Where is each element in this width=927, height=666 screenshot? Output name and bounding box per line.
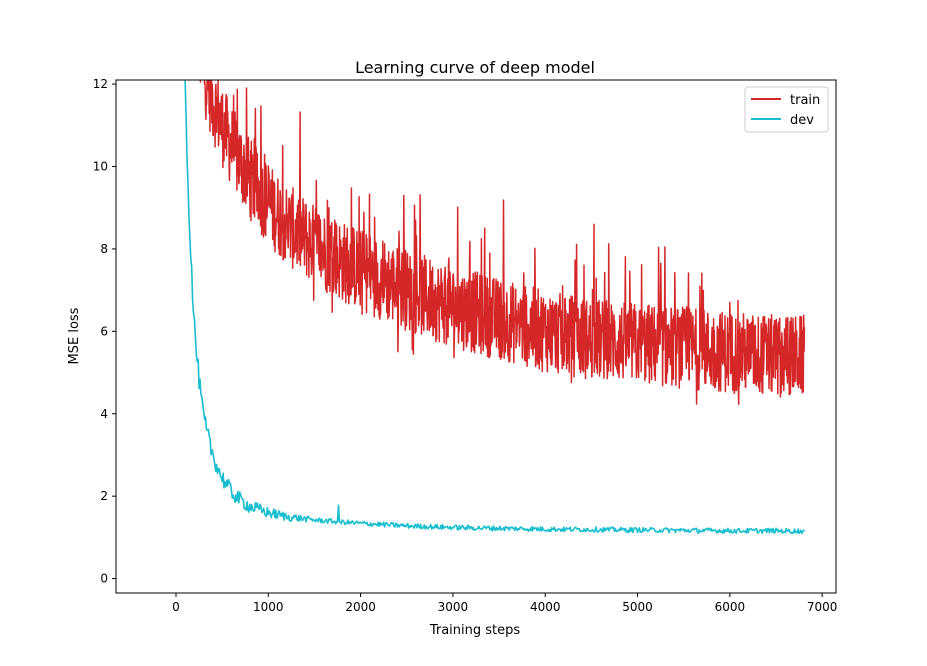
x-axis-ticks: 0 1000 2000 3000 4000 5000 6000 7000 xyxy=(172,593,837,614)
x-tick-label: 3000 xyxy=(438,600,469,614)
legend-label-train: train xyxy=(790,93,820,108)
x-tick-label: 2000 xyxy=(345,600,376,614)
x-tick-label: 5000 xyxy=(622,600,653,614)
x-tick-label: 6000 xyxy=(715,600,746,614)
y-tick-label: 2 xyxy=(100,489,108,503)
legend-label-dev: dev xyxy=(790,113,814,128)
plot-frame xyxy=(115,79,837,594)
x-tick-label: 4000 xyxy=(530,600,561,614)
y-tick-label: 8 xyxy=(100,242,108,256)
x-tick-label: 0 xyxy=(172,600,180,614)
y-tick-label: 4 xyxy=(100,407,108,421)
series-layer xyxy=(184,80,806,535)
y-axis-label: MSE loss xyxy=(67,307,82,364)
y-axis-ticks: 0 2 4 6 8 10 12 xyxy=(93,77,116,586)
chart-title: Learning curve of deep model xyxy=(355,58,595,77)
series-line-dev xyxy=(184,80,806,535)
x-tick-label: 1000 xyxy=(253,600,284,614)
x-axis-label: Training steps xyxy=(429,623,521,638)
y-tick-label: 12 xyxy=(93,77,108,91)
legend: train dev xyxy=(744,86,829,133)
y-tick-label: 6 xyxy=(100,324,108,338)
y-tick-label: 0 xyxy=(100,572,108,586)
series-line-train xyxy=(199,80,806,405)
y-tick-label: 10 xyxy=(93,160,108,174)
x-tick-label: 7000 xyxy=(807,600,838,614)
